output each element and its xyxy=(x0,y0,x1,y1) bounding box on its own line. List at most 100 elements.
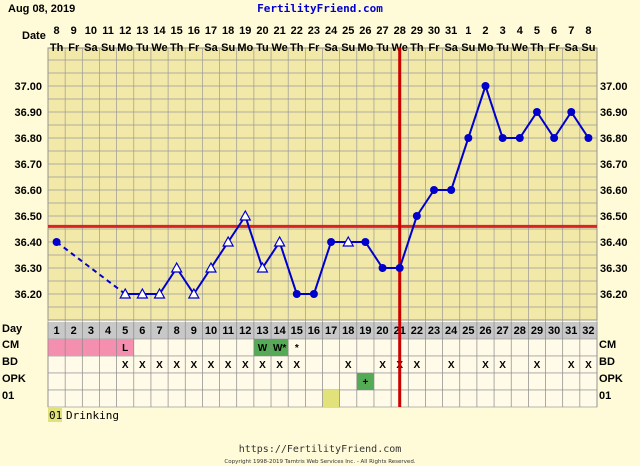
date-label: 12 xyxy=(119,25,131,37)
y-tick-label-right: 36.70 xyxy=(600,159,628,171)
bd-mark: X xyxy=(122,360,129,371)
day-number: 17 xyxy=(325,325,337,337)
opk-row-label: OPK xyxy=(2,373,26,385)
temperature-point[interactable] xyxy=(464,134,473,142)
temperature-point-open[interactable] xyxy=(187,287,200,299)
day-number: 25 xyxy=(462,325,474,337)
bd-mark: X xyxy=(259,360,266,371)
temperature-point[interactable] xyxy=(532,108,541,116)
footer-copyright: Copyright 1998-2019 Tamtris Web Services… xyxy=(224,459,415,465)
date-label: 26 xyxy=(359,25,371,37)
date-label: 15 xyxy=(171,25,183,37)
temperature-segment xyxy=(467,85,487,139)
day-number: 32 xyxy=(582,325,594,337)
date-label: 23 xyxy=(308,25,320,37)
temperature-point-open[interactable] xyxy=(273,235,286,247)
y-tick-label-left: 36.90 xyxy=(14,107,42,119)
temperature-point-open[interactable] xyxy=(153,287,166,299)
y-tick-label-right: 36.80 xyxy=(600,133,628,145)
day-number: 2 xyxy=(71,325,77,337)
temperature-point[interactable] xyxy=(309,290,318,298)
weekday-label: Th xyxy=(410,42,424,54)
temperature-point[interactable] xyxy=(378,264,387,272)
date-label: 7 xyxy=(568,25,574,37)
weekday-label: Sa xyxy=(84,42,98,54)
temperature-point-open[interactable] xyxy=(136,287,149,299)
weekday-label: Th xyxy=(50,42,64,54)
weekday-label: Sa xyxy=(324,42,338,54)
day-number: 22 xyxy=(411,325,423,337)
temperature-point[interactable] xyxy=(584,134,593,142)
day-number: 6 xyxy=(139,325,145,337)
temperature-point-open[interactable] xyxy=(222,235,235,247)
temperature-point-open[interactable] xyxy=(119,287,132,299)
temperature-point[interactable] xyxy=(481,82,490,90)
temperature-point[interactable] xyxy=(52,238,61,246)
temperature-point[interactable] xyxy=(498,134,507,142)
y-tick-label-right: 36.30 xyxy=(600,263,628,275)
date-label: 25 xyxy=(342,25,354,37)
weekday-label: We xyxy=(271,42,287,54)
weekday-label: Th xyxy=(530,42,544,54)
date-label: 8 xyxy=(585,25,591,37)
day-number: 8 xyxy=(174,325,180,337)
temperature-point[interactable] xyxy=(395,264,404,272)
opk-mark: + xyxy=(362,377,368,388)
date-label: 8 xyxy=(54,25,60,37)
temperature-point-open[interactable] xyxy=(170,261,183,273)
date-label: 17 xyxy=(205,25,217,37)
temperature-point-open[interactable] xyxy=(204,261,218,273)
footer-url[interactable]: https://FertilityFriend.com xyxy=(239,444,402,455)
period-cell xyxy=(48,339,66,356)
day-number: 26 xyxy=(479,325,491,337)
bd-mark: X xyxy=(568,360,575,371)
bd-mark: X xyxy=(190,360,197,371)
bd-row-label-right: BD xyxy=(599,356,615,368)
day-number: 29 xyxy=(531,325,543,337)
custom-row-label: 01 xyxy=(2,390,14,402)
weekday-label: Mo xyxy=(478,42,494,54)
temperature-point-open[interactable] xyxy=(342,235,355,247)
temperature-point[interactable] xyxy=(292,290,301,298)
temperature-point[interactable] xyxy=(412,212,421,220)
temperature-point[interactable] xyxy=(327,238,336,246)
weekday-label: Su xyxy=(101,42,115,54)
weekday-label: Mo xyxy=(237,42,253,54)
temperature-point[interactable] xyxy=(447,186,456,194)
temperature-segment xyxy=(553,111,573,139)
date-label: 13 xyxy=(136,25,148,37)
temperature-point[interactable] xyxy=(515,134,524,142)
day-number: 31 xyxy=(565,325,577,337)
weekday-label: Mo xyxy=(357,42,373,54)
day-number: 1 xyxy=(54,325,60,337)
temperature-point-open[interactable] xyxy=(256,261,269,273)
temperature-point[interactable] xyxy=(430,186,439,194)
temperature-point[interactable] xyxy=(567,108,576,116)
temperature-point[interactable] xyxy=(361,238,370,246)
y-tick-label-left: 36.80 xyxy=(14,133,42,145)
y-tick-label-left: 36.60 xyxy=(14,185,42,197)
legend-text: Drinking xyxy=(66,409,119,422)
y-tick-label-left: 36.40 xyxy=(14,237,42,249)
cm-mark: L xyxy=(122,343,128,354)
date-label: 31 xyxy=(445,25,457,37)
bd-mark: X xyxy=(379,360,386,371)
temperature-point-open[interactable] xyxy=(239,209,252,221)
site-title[interactable]: FertilityFriend.com xyxy=(257,2,383,15)
bd-row-label: BD xyxy=(2,356,18,368)
y-tick-label-left: 36.70 xyxy=(14,159,42,171)
weekday-label: Mo xyxy=(117,42,133,54)
weekday-label: Fr xyxy=(429,42,441,54)
temperature-segment xyxy=(570,111,590,139)
date-label: 10 xyxy=(85,25,97,37)
date-label: 21 xyxy=(273,25,285,37)
bd-mark: X xyxy=(139,360,146,371)
date-label: 2 xyxy=(482,25,488,37)
day-number: 15 xyxy=(291,325,303,337)
date-label: 29 xyxy=(411,25,423,37)
weekday-label: Tu xyxy=(376,42,389,54)
custom-row-label-right: 01 xyxy=(599,390,611,402)
y-tick-label-right: 37.00 xyxy=(600,81,628,93)
temperature-point[interactable] xyxy=(550,134,559,142)
